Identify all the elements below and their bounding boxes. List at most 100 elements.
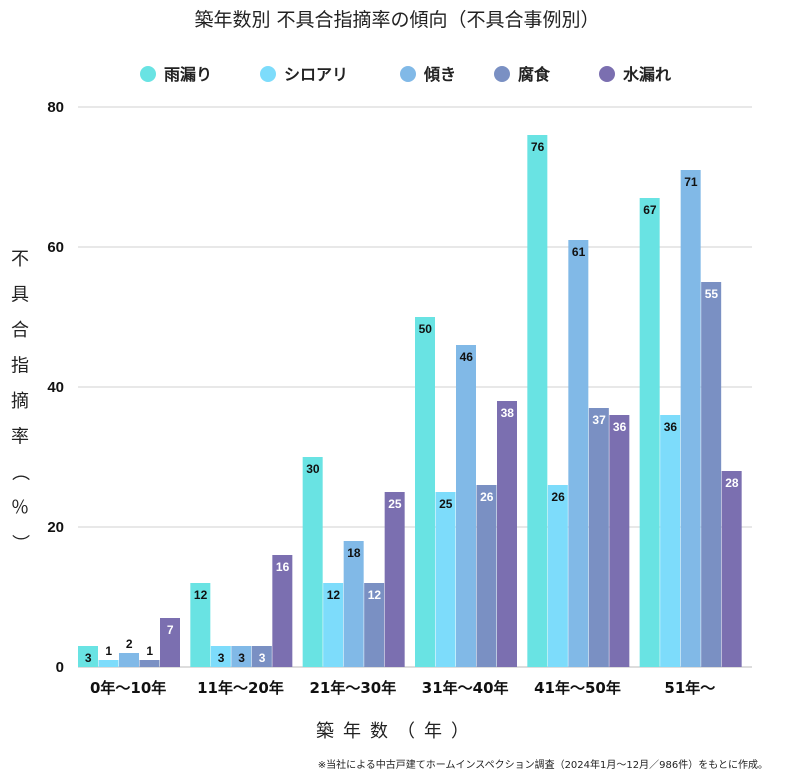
data-label: 3 — [259, 651, 266, 665]
bar — [456, 345, 476, 667]
x-tick-label: 31年～40年 — [422, 679, 509, 697]
y-tick-label: 40 — [47, 379, 64, 396]
data-label: 30 — [306, 462, 320, 476]
data-label: 1 — [146, 644, 153, 658]
y-tick-label: 20 — [47, 519, 64, 536]
data-label: 28 — [725, 476, 739, 490]
y-axis-label-char: 不 — [11, 249, 29, 270]
data-label: 37 — [592, 413, 606, 427]
bar — [251, 646, 272, 667]
data-label: 12 — [327, 588, 341, 602]
legend-item[interactable]: 傾き — [400, 65, 456, 84]
data-label: 50 — [419, 322, 433, 336]
y-axis-label-char: 指 — [11, 356, 29, 377]
y-tick-label: 0 — [56, 659, 64, 676]
data-label: 16 — [276, 560, 290, 574]
bar — [98, 660, 119, 667]
bar — [660, 415, 681, 667]
legend-label: シロアリ — [284, 65, 348, 84]
bar — [588, 408, 609, 667]
bar — [568, 240, 589, 667]
legend: 雨漏り シロアリ 傾き 腐食 水漏れ — [140, 65, 671, 84]
legend-swatch — [140, 66, 156, 82]
bar — [302, 457, 323, 667]
data-label: 3 — [238, 651, 245, 665]
data-label: 25 — [388, 497, 402, 511]
data-label: 61 — [572, 245, 586, 259]
bar — [343, 541, 364, 667]
data-label: 55 — [705, 287, 719, 301]
bar — [721, 471, 742, 667]
legend-label: 雨漏り — [164, 65, 212, 84]
bar — [272, 555, 293, 667]
legend-label: 傾き — [423, 65, 456, 84]
legend-swatch — [494, 66, 510, 82]
data-label: 2 — [126, 637, 133, 651]
data-label: 7 — [167, 623, 174, 637]
bar — [547, 485, 568, 667]
data-label: 3 — [218, 651, 225, 665]
bar — [323, 583, 344, 667]
bar — [476, 485, 497, 667]
y-axis-label-char: 率 — [11, 427, 29, 448]
y-axis-label-char: 具 — [11, 285, 29, 306]
data-label: 1 — [105, 644, 112, 658]
legend-swatch — [260, 66, 276, 82]
y-tick-label: 80 — [47, 99, 64, 116]
y-axis-label-char: 合 — [11, 320, 29, 341]
data-label: 3 — [85, 651, 92, 665]
footnote: ※当社による中古戸建てホームインスペクション調査（2024年1月～12月／986… — [318, 758, 768, 771]
legend-swatch — [599, 66, 615, 82]
legend-item[interactable]: 雨漏り — [140, 65, 212, 84]
bar — [231, 646, 252, 667]
legend-item[interactable]: 腐食 — [494, 65, 551, 84]
data-label: 26 — [551, 490, 565, 504]
bar — [609, 415, 630, 667]
bar — [210, 646, 231, 667]
data-label: 36 — [664, 420, 678, 434]
legend-item[interactable]: シロアリ — [260, 65, 348, 84]
y-axis-label-char: （ — [9, 463, 30, 481]
bar — [78, 646, 98, 667]
bar — [497, 401, 517, 667]
data-label: 67 — [643, 203, 657, 217]
bar — [435, 492, 456, 667]
x-tick-label: 51年～ — [664, 679, 715, 697]
y-tick-label: 60 — [47, 239, 64, 256]
chart-title: 築年数別 不具合指摘率の傾向（不具合事例別） — [194, 9, 599, 31]
x-tick-label: 41年～50年 — [534, 679, 621, 697]
y-axis-label-char: ） — [9, 534, 30, 552]
legend-label: 水漏れ — [623, 65, 671, 84]
x-tick-label: 11年～20年 — [197, 679, 284, 697]
bar — [190, 583, 211, 667]
x-tick-labels: 0年～10年 11年～20年 21年～30年 31年～40年 41年～50年 51年～ — [90, 679, 715, 697]
data-label: 71 — [684, 175, 698, 189]
data-label: 76 — [531, 140, 545, 154]
bar — [415, 317, 435, 667]
bar — [701, 282, 722, 667]
bar — [364, 583, 385, 667]
legend-label: 腐食 — [518, 65, 551, 84]
bar — [680, 170, 701, 667]
data-label: 36 — [613, 420, 627, 434]
legend-item[interactable]: 水漏れ — [599, 65, 671, 84]
y-axis-label: 不具合指摘率 （ ％ ） — [9, 249, 30, 552]
y-axis-label-char: ％ — [11, 498, 29, 519]
data-label: 12 — [368, 588, 382, 602]
bar — [160, 618, 180, 667]
y-axis-label-char: 摘 — [11, 391, 29, 412]
x-tick-label: 21年～30年 — [309, 679, 396, 697]
bar — [139, 660, 160, 667]
x-tick-label: 0年～10年 — [90, 679, 166, 697]
data-label: 38 — [501, 406, 515, 420]
legend-swatch — [400, 66, 416, 82]
data-label: 12 — [194, 588, 208, 602]
bar — [639, 198, 660, 667]
data-label: 18 — [347, 546, 361, 560]
data-label: 25 — [439, 497, 453, 511]
bar — [384, 492, 405, 667]
data-label: 26 — [480, 490, 494, 504]
